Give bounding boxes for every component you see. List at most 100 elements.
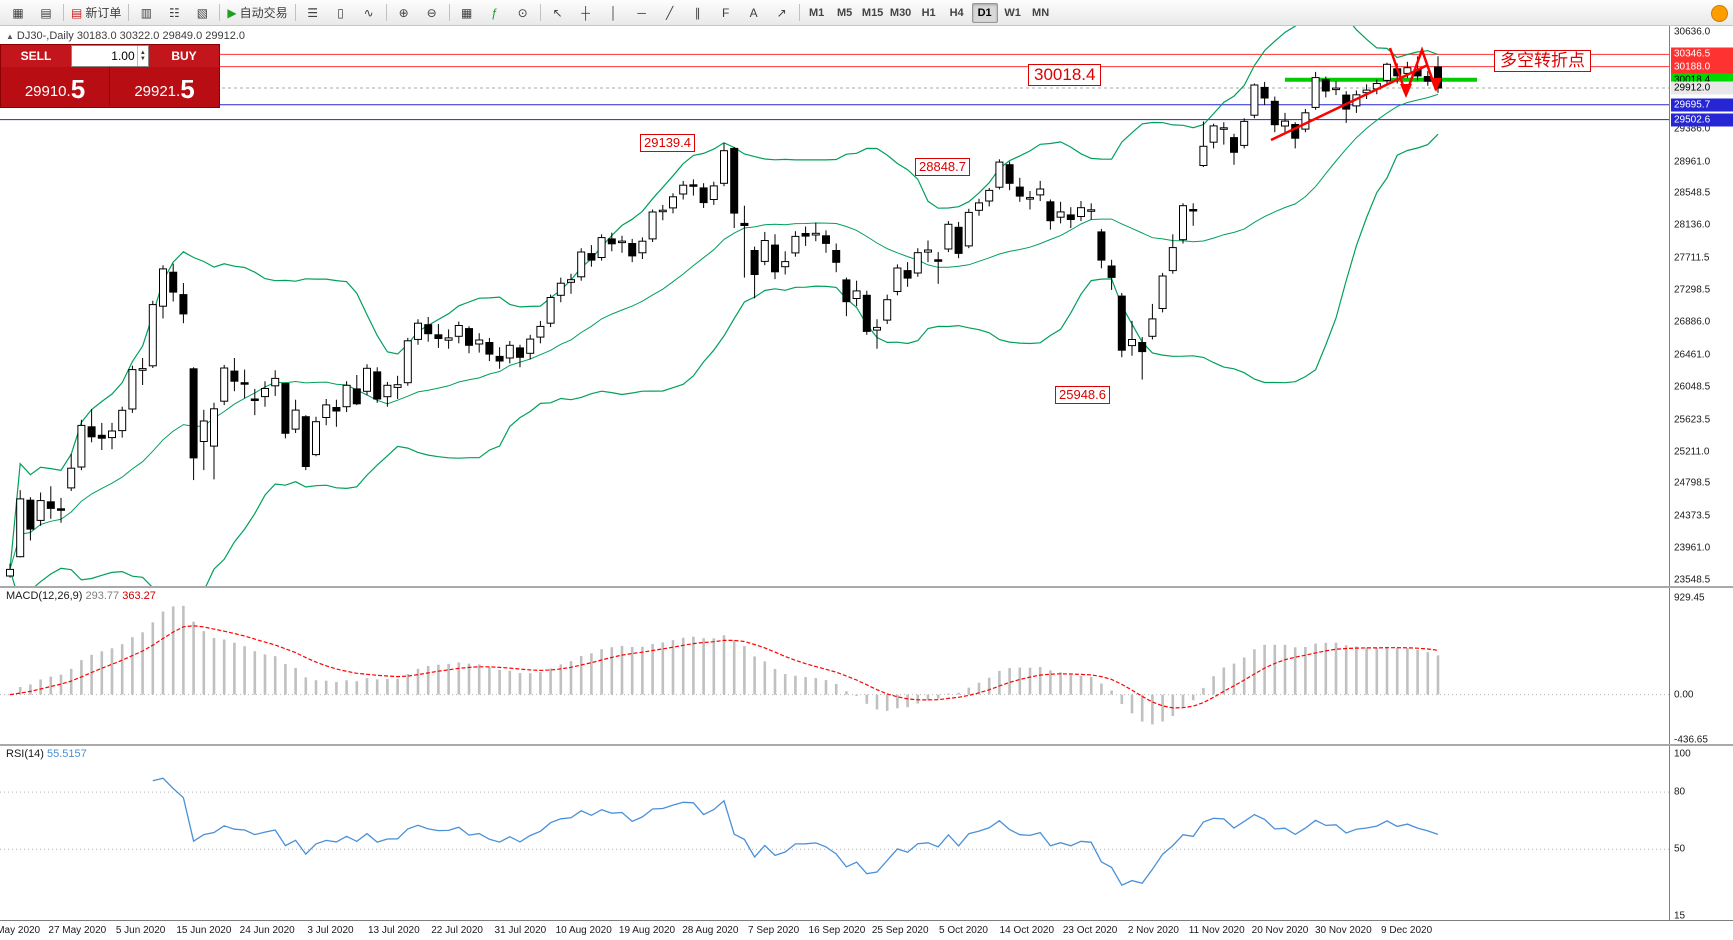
timeframe-m5[interactable]: M5 <box>836 6 853 19</box>
candlestick-chart-button[interactable]: ▯ <box>327 2 355 24</box>
candle-body <box>730 147 739 214</box>
price-axis[interactable]: 30636.0 29386.0 28961.0 28548.5 28136.0 27711… <box>1669 26 1733 922</box>
spinner-down-icon[interactable]: ▼ <box>139 56 146 62</box>
macd-histogram-bar <box>1242 657 1246 695</box>
macd-histogram-bar <box>712 638 716 695</box>
candle-body <box>995 161 1004 188</box>
line-chart-button[interactable]: ∿ <box>355 2 383 24</box>
rsi-axis-label: 100 <box>1674 748 1691 760</box>
macd-histogram-bar <box>906 694 909 708</box>
line-chart-button-icon: ∿ <box>363 5 374 20</box>
macd-histogram-bar <box>1059 672 1062 695</box>
notification-icon[interactable] <box>1711 5 1728 22</box>
bid-price: 29910. <box>24 83 71 100</box>
timeframe-w1[interactable]: W1 <box>1004 6 1021 19</box>
channel-button[interactable]: ∥ <box>684 2 712 24</box>
tile-windows-button[interactable]: ▦ <box>453 2 481 24</box>
trend-line[interactable] <box>1270 63 1429 142</box>
crosshair-button[interactable]: ┼ <box>572 2 600 24</box>
annotation-turning-point[interactable]: 多空转折点 <box>1494 50 1591 72</box>
sell-button[interactable]: SELL <box>1 45 71 67</box>
timeframe-mn[interactable]: MN <box>1032 6 1050 19</box>
candlestick-chart-button-icon: ▯ <box>337 5 344 20</box>
price-tag: 30188.0 <box>1671 60 1733 74</box>
macd-histogram-bar <box>1253 649 1256 695</box>
timeframe-m1[interactable]: M1 <box>808 6 825 19</box>
macd-panel-canvas[interactable] <box>0 588 1669 744</box>
timeframe-d1[interactable]: D1 <box>971 2 998 23</box>
main-chart-canvas[interactable] <box>0 26 1669 586</box>
candle-body <box>526 338 535 354</box>
macd-histogram-bar <box>39 679 42 695</box>
timeframe-h1[interactable]: H1 <box>921 6 936 19</box>
macd-name: MACD(12,26,9) <box>6 590 83 602</box>
candle-body <box>36 500 45 521</box>
macd-panel-resize-separator[interactable] <box>0 586 1733 588</box>
terminal-button[interactable]: ▧ <box>188 2 216 24</box>
new-chart-button[interactable]: ▦ <box>4 2 32 24</box>
candle-body <box>669 196 677 209</box>
rsi-panel-canvas[interactable] <box>0 746 1669 920</box>
macd-histogram-bar <box>549 668 552 695</box>
zoom-in-button[interactable]: ⊕ <box>390 2 418 24</box>
arrows-button[interactable]: ↗ <box>768 2 796 24</box>
auto-trading-button[interactable]: ▶ 自动交易 <box>223 2 291 24</box>
rsi-value: 55.5157 <box>46 748 87 760</box>
cursor-button[interactable]: ↖ <box>544 2 572 24</box>
candle-body <box>679 184 688 195</box>
macd-histogram-bar <box>987 677 991 695</box>
candle-body <box>240 382 249 385</box>
rsi-panel-resize-separator[interactable] <box>0 744 1733 746</box>
macd-histogram-bar <box>692 636 695 695</box>
candle-body <box>138 368 147 371</box>
annotation-30018[interactable]: 30018.4 <box>1028 64 1102 86</box>
cycles-button[interactable]: ⊙ <box>509 2 537 24</box>
timeframe-m30[interactable]: M30 <box>889 6 912 19</box>
candle-body <box>322 404 331 418</box>
annotation-29139[interactable]: 29139.4 <box>640 134 695 152</box>
spinner-up-icon[interactable]: ▲ <box>139 50 146 56</box>
candle-body <box>46 501 55 509</box>
candle-body <box>250 398 259 401</box>
trendline-button[interactable]: ╱ <box>656 2 684 24</box>
timeframe-h4[interactable]: H4 <box>949 6 964 19</box>
candle-body <box>944 223 953 250</box>
macd-histogram-bar <box>120 644 124 695</box>
candle-body <box>465 328 473 346</box>
buy-button[interactable]: BUY <box>149 45 219 67</box>
candle-body <box>536 325 545 338</box>
signal-zigzag-arrow[interactable] <box>1388 46 1438 98</box>
new-order-button[interactable]: ▤ 新订单 <box>67 2 125 24</box>
macd-histogram-bar <box>579 656 583 695</box>
text-button[interactable]: A <box>740 2 768 24</box>
annotation-28848[interactable]: 28848.7 <box>915 158 970 176</box>
vertical-line-button[interactable]: │ <box>600 2 628 24</box>
time-label: 15 Jun 2020 <box>176 925 232 936</box>
bar-chart-button[interactable]: ☰ <box>299 2 327 24</box>
macd-axis-label: 929.45 <box>1674 592 1705 604</box>
buy-price-button[interactable]: 29921. 5 <box>110 67 219 105</box>
candle-body <box>169 271 178 293</box>
macd-histogram-bar <box>284 664 287 695</box>
macd-histogram-bar <box>610 647 614 695</box>
price-tick-label: 24798.5 <box>1674 477 1711 489</box>
time-label: 20 Nov 2020 <box>1251 925 1309 936</box>
macd-histogram-bar <box>1375 647 1379 695</box>
candle-body <box>1097 231 1106 261</box>
lot-size-input[interactable] <box>72 46 137 66</box>
candle-body <box>1199 145 1208 167</box>
macd-histogram-bar <box>916 694 920 704</box>
navigator-button[interactable]: ☷ <box>160 2 188 24</box>
zoom-out-button[interactable]: ⊖ <box>418 2 446 24</box>
timeframe-m15[interactable]: M15 <box>861 6 884 19</box>
indicators-button[interactable]: ƒ <box>481 2 509 24</box>
annotation-25948[interactable]: 25948.6 <box>1055 386 1110 404</box>
profiles-button[interactable]: ▤ <box>32 2 60 24</box>
fibonacci-button[interactable]: F <box>712 2 740 24</box>
time-axis[interactable]: 8 May 2020 27 May 2020 5 Jun 2020 15 Jun 20… <box>0 920 1733 940</box>
macd-histogram-bar <box>314 680 318 695</box>
chart-window-button[interactable]: ▥ <box>132 2 160 24</box>
horizontal-line-button[interactable]: ─ <box>628 2 656 24</box>
sell-price-button[interactable]: 29910. 5 <box>1 67 110 105</box>
lot-spinner[interactable]: ▲ ▼ <box>136 46 148 66</box>
